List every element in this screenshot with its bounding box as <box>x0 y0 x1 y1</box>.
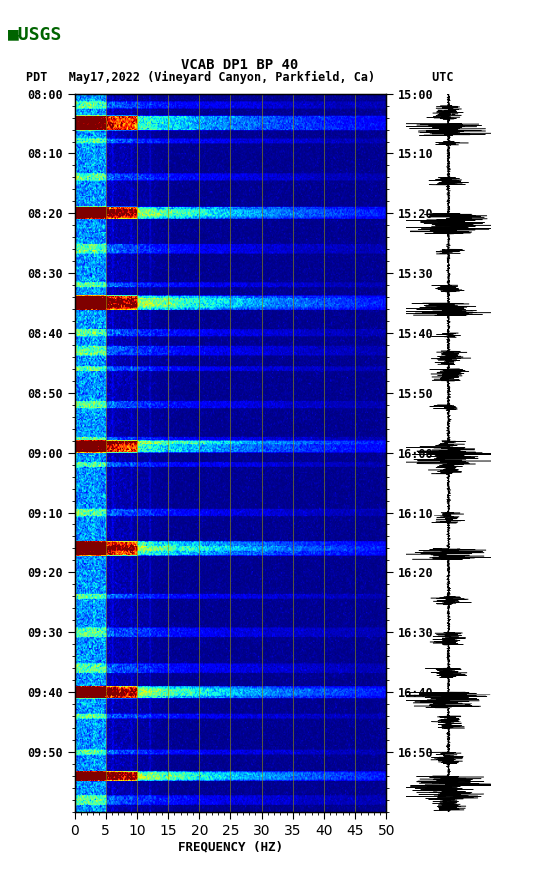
Text: PDT   May17,2022 (Vineyard Canyon, Parkfield, Ca)        UTC: PDT May17,2022 (Vineyard Canyon, Parkfie… <box>26 71 454 84</box>
X-axis label: FREQUENCY (HZ): FREQUENCY (HZ) <box>178 840 283 854</box>
Text: ■USGS: ■USGS <box>8 25 63 43</box>
Text: VCAB DP1 BP 40: VCAB DP1 BP 40 <box>182 58 299 72</box>
